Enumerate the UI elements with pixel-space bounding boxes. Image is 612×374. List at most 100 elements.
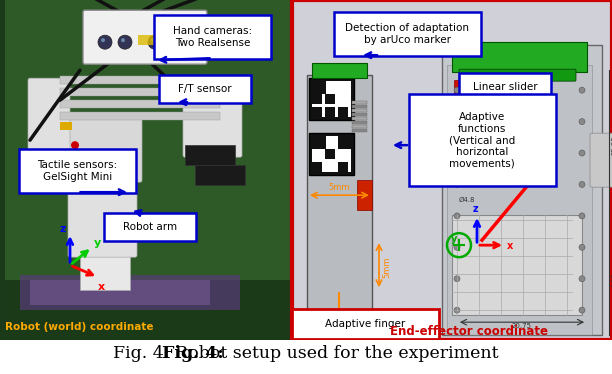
- Text: Linear slider: Linear slider: [472, 82, 537, 92]
- Bar: [60, 112, 220, 120]
- Bar: [442, 45, 602, 335]
- Bar: [195, 165, 245, 185]
- Text: Fig. 4: Robot setup used for the experiment: Fig. 4: Robot setup used for the experim…: [113, 345, 499, 362]
- Circle shape: [454, 276, 460, 282]
- Bar: [312, 162, 322, 172]
- Circle shape: [454, 87, 460, 93]
- Circle shape: [454, 244, 460, 250]
- Text: Hand cameras:
Two Realsense: Hand cameras: Two Realsense: [173, 27, 252, 48]
- Text: z: z: [473, 204, 479, 214]
- Bar: [138, 35, 158, 45]
- Circle shape: [579, 119, 585, 125]
- Circle shape: [454, 181, 460, 187]
- FancyBboxPatch shape: [159, 75, 251, 103]
- Bar: [352, 113, 367, 116]
- Bar: [338, 107, 348, 117]
- Bar: [309, 78, 354, 120]
- Text: x: x: [98, 282, 105, 292]
- Bar: [452, 215, 582, 315]
- Bar: [0, 280, 290, 340]
- Bar: [20, 275, 240, 310]
- Text: 5mm: 5mm: [382, 257, 391, 278]
- FancyBboxPatch shape: [63, 118, 142, 182]
- Circle shape: [579, 307, 585, 313]
- Circle shape: [579, 181, 585, 187]
- Text: x: x: [507, 241, 513, 251]
- Circle shape: [579, 87, 585, 93]
- FancyBboxPatch shape: [19, 149, 136, 193]
- Circle shape: [579, 213, 585, 219]
- Bar: [352, 125, 367, 128]
- Bar: [309, 133, 354, 175]
- Bar: [312, 107, 322, 117]
- Circle shape: [454, 307, 460, 313]
- Bar: [312, 94, 322, 104]
- Bar: [352, 105, 367, 108]
- Bar: [312, 136, 326, 149]
- FancyBboxPatch shape: [292, 309, 439, 339]
- Circle shape: [168, 35, 182, 49]
- Circle shape: [579, 276, 585, 282]
- FancyBboxPatch shape: [183, 83, 242, 157]
- FancyBboxPatch shape: [28, 78, 70, 182]
- Bar: [0, 0, 5, 340]
- Bar: [60, 122, 72, 130]
- FancyBboxPatch shape: [409, 94, 556, 186]
- Text: Robot arm: Robot arm: [123, 222, 177, 232]
- Circle shape: [101, 38, 105, 42]
- Bar: [325, 107, 335, 117]
- FancyBboxPatch shape: [83, 10, 207, 64]
- Circle shape: [454, 213, 460, 219]
- Text: Adaptive finger: Adaptive finger: [325, 319, 405, 329]
- Text: F/T sensor: F/T sensor: [178, 84, 232, 94]
- Text: Detection of adaptation
by arUco marker: Detection of adaptation by arUco marker: [345, 23, 469, 45]
- Circle shape: [151, 38, 155, 42]
- Circle shape: [579, 150, 585, 156]
- Bar: [338, 136, 352, 149]
- Text: 5mm: 5mm: [328, 183, 349, 192]
- Bar: [185, 145, 235, 165]
- FancyBboxPatch shape: [104, 213, 196, 241]
- Bar: [312, 63, 367, 78]
- Text: Tactile sensors:
GelSight Mini: Tactile sensors: GelSight Mini: [37, 160, 118, 182]
- Bar: [30, 280, 210, 305]
- Bar: [454, 80, 484, 155]
- Bar: [357, 180, 372, 210]
- Bar: [352, 121, 367, 124]
- Text: Adaptive
functions
(Vertical and
horizontal
movements): Adaptive functions (Vertical and horizon…: [449, 112, 515, 168]
- Bar: [80, 250, 130, 290]
- Bar: [325, 94, 335, 104]
- Text: 20.75: 20.75: [512, 323, 532, 329]
- FancyBboxPatch shape: [154, 15, 271, 59]
- Bar: [312, 136, 351, 172]
- Bar: [338, 162, 348, 172]
- Text: Ø4.8: Ø4.8: [459, 197, 476, 203]
- Circle shape: [98, 35, 112, 49]
- Bar: [352, 101, 367, 104]
- Circle shape: [454, 150, 460, 156]
- FancyBboxPatch shape: [334, 12, 481, 56]
- Bar: [60, 100, 220, 108]
- Bar: [0, 0, 290, 340]
- FancyBboxPatch shape: [459, 73, 551, 101]
- Circle shape: [454, 119, 460, 125]
- Circle shape: [71, 141, 79, 149]
- Circle shape: [118, 35, 132, 49]
- Circle shape: [121, 38, 125, 42]
- Text: y: y: [94, 238, 101, 248]
- Bar: [352, 129, 367, 132]
- Text: Robot (world) coordinate: Robot (world) coordinate: [5, 322, 154, 332]
- Text: Fig. 4:: Fig. 4:: [162, 345, 224, 362]
- Text: Move direction: Move direction: [307, 323, 364, 332]
- Bar: [312, 81, 326, 94]
- FancyBboxPatch shape: [307, 75, 372, 325]
- Bar: [60, 88, 220, 96]
- Bar: [352, 117, 367, 120]
- Bar: [452, 42, 587, 72]
- Bar: [352, 109, 367, 112]
- Text: End-effector coordinate: End-effector coordinate: [390, 325, 548, 338]
- Bar: [60, 76, 220, 84]
- Text: z: z: [60, 224, 66, 234]
- Text: y: y: [451, 234, 457, 244]
- Circle shape: [579, 244, 585, 250]
